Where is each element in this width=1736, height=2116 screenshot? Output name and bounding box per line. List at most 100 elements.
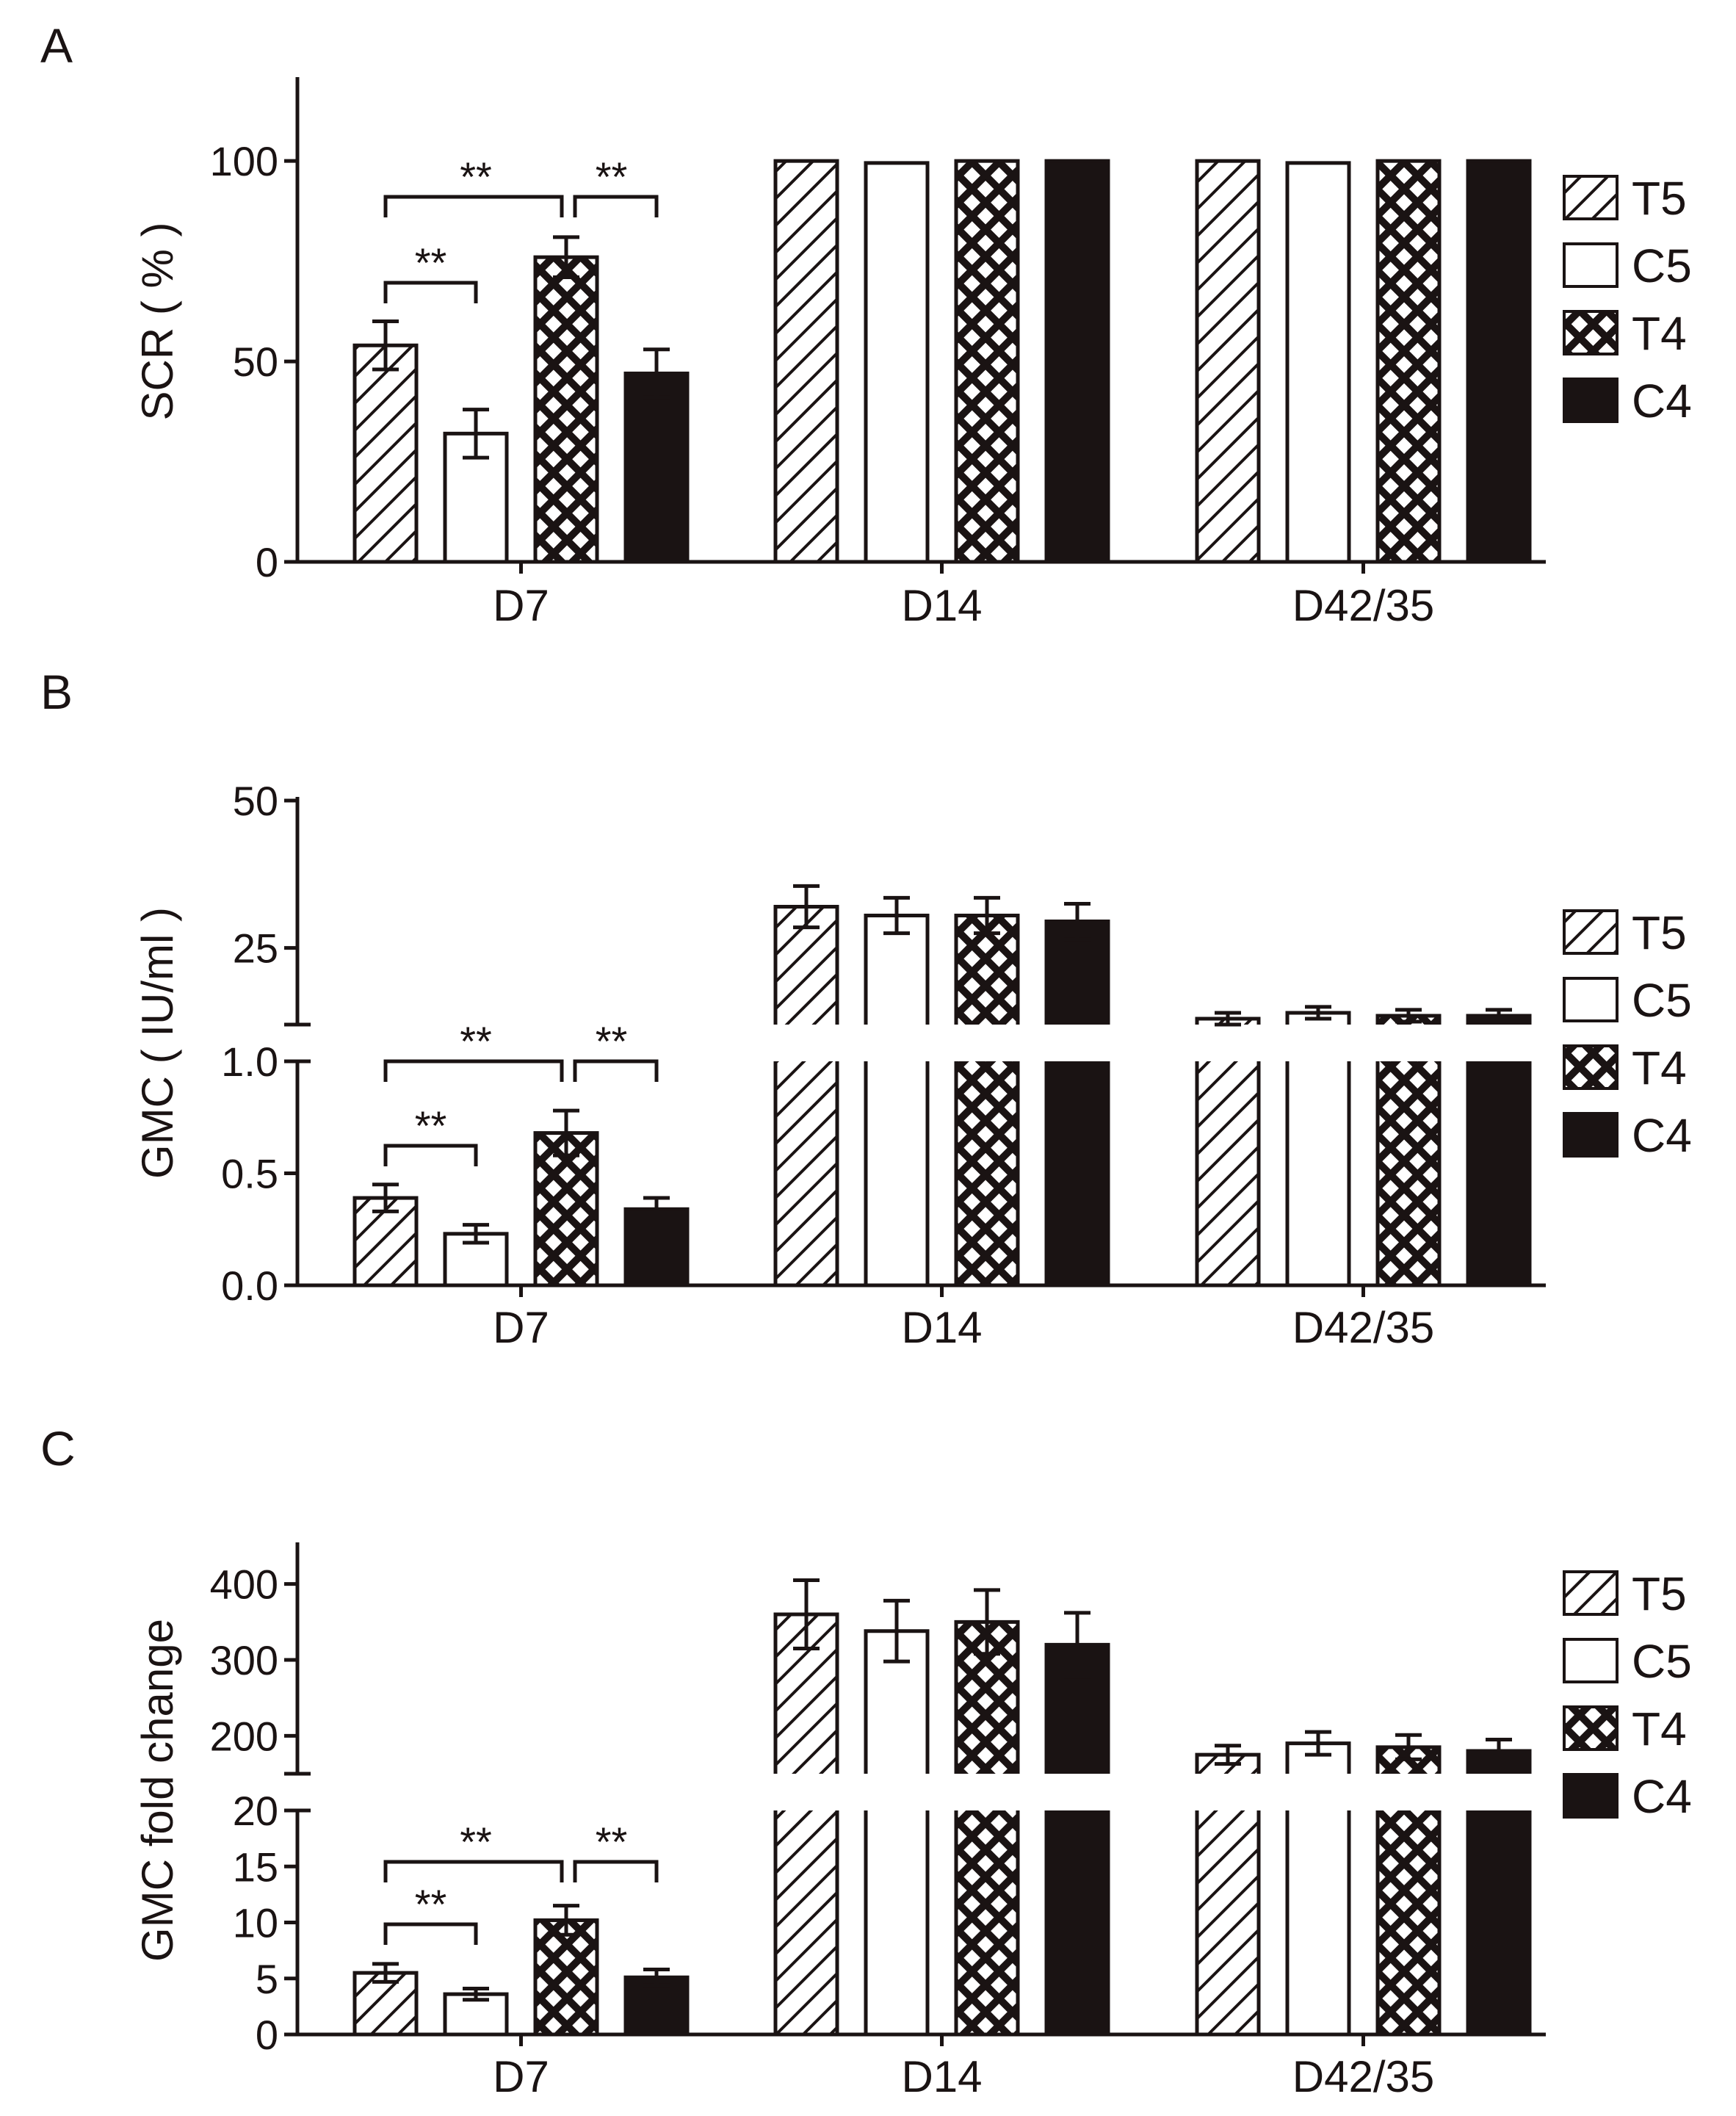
legend-label-c5: C5 [1632,974,1692,1027]
x-tick-label: D42/35 [1292,2052,1434,2101]
bar-t4-d42-35-lower [1375,1810,1442,2037]
x-tick-label: D14 [901,1303,982,1352]
error-bar [974,1588,1000,1656]
bar-t4-d7 [533,1131,599,1288]
bar-c4-d42-35 [1466,159,1532,564]
significance-bracket [573,1860,659,1882]
error-bar [553,1904,579,1937]
y-tick-label: 0.5 [221,1151,278,1197]
panel-c-letter: C [40,1421,76,1476]
y-axis-label: GMC ( IU/ml ) [133,907,182,1179]
error-bar [793,1578,820,1650]
error-bar [883,895,910,936]
legend-label-t5: T5 [1632,906,1687,959]
significance-label: ** [596,1018,628,1064]
error-bar [643,1968,670,1987]
y-tick-label: 1.0 [221,1039,278,1085]
panel-a-letter: A [40,18,73,73]
bar-c4-d14-lower [1044,1810,1110,2037]
legend-label-t4: T4 [1632,1041,1687,1094]
x-tick-label: D14 [901,581,982,630]
legend-swatch-c5 [1563,977,1619,1022]
y-tick-label: 15 [233,1844,278,1890]
legend-swatch-t4 [1563,1705,1619,1751]
panel-a-plot: 0 50 100 SCR ( % ) D7 D14 D42/35 ** ** ** T5 C5 T4 C4 [133,77,1692,630]
error-bar [372,319,399,372]
legend-swatch-t5 [1563,175,1619,220]
y-tick-label: 100 [210,138,278,184]
error-bar [553,235,579,279]
bar-c5-d14-lower [864,1810,930,2037]
legend-swatch-c5 [1563,242,1619,288]
y-tick-label: 50 [233,339,278,385]
bar-c4-d14-lower [1044,1061,1110,1288]
panel-c: C 0 5 10 15 20 200 300 400 GMC fold change D7 D14 D… [40,1421,1692,2101]
x-tick-label: D7 [493,1303,549,1352]
legend-label-t5: T5 [1632,1567,1687,1620]
legend-label-c4: C4 [1632,1770,1692,1823]
legend-swatch-t4 [1563,1044,1619,1090]
panel-b-letter: B [40,665,73,719]
significance-label: ** [415,1102,447,1149]
legend-label-c5: C5 [1632,1635,1692,1688]
y-tick-label: 0 [256,2012,278,2058]
y-tick-label: 300 [210,1637,278,1683]
y-tick-label: 5 [256,1956,278,2002]
legend-label-t4: T4 [1632,307,1687,360]
x-tick-label: D42/35 [1292,581,1434,630]
significance-bracket [383,1144,478,1166]
bar-t5-d14-lower [773,1810,839,2037]
bar-c4-d14 [1044,159,1110,564]
y-axis-label: GMC fold change [133,1619,182,1962]
bar-t5-d42-35-lower [1195,1061,1261,1288]
bar-c5-d14 [864,161,930,564]
error-bar [1486,1008,1512,1024]
bar-c5-d42-35-lower [1285,1810,1351,2037]
bar-t4-d42-35 [1375,159,1442,564]
error-bar [643,1196,670,1223]
bar-c5-d42-35-lower [1285,1061,1351,1288]
x-tick-label: D7 [493,2052,549,2101]
legend-label-t4: T4 [1632,1702,1687,1755]
legend-label-c5: C5 [1632,239,1692,292]
bar-c5-d42-35 [1285,161,1351,564]
bar-t5-d42-35 [1195,159,1261,564]
bar-t4-d7 [533,1918,599,2037]
significance-label: ** [460,154,492,200]
panel-c-plot: 0 5 10 15 20 200 300 400 GMC fold change D7 D14 D42… [133,1542,1692,2101]
bar-t5-d7 [352,343,419,564]
significance-bracket [573,1059,659,1082]
legend-swatch-t5 [1563,909,1619,955]
bar-t4-d14 [954,159,1020,564]
error-bar [1395,1733,1422,1761]
bar-t5-d7 [352,1196,419,1288]
error-bar [463,408,489,460]
y-tick-label: 0 [256,539,278,585]
bar-c4-d42-35-lower [1466,1061,1532,1288]
significance-bracket [383,195,564,217]
error-bar [1064,901,1091,942]
x-tick-label: D42/35 [1292,1303,1434,1352]
panel-b-plot: 0.0 0.5 1.0 25 50 GMC ( IU/ml ) D7 D14 D42/35 ** *… [133,778,1692,1352]
error-bar [643,347,670,400]
bar-t4-d14-lower [954,1061,1020,1288]
panel-b: B 0.0 0.5 1.0 25 50 GMC ( IU/ml ) D7 D14 D42/35 *… [40,665,1692,1352]
bar-c5-d14-lower [864,1061,930,1288]
significance-label: ** [460,1819,492,1865]
y-tick-label: 400 [210,1561,278,1608]
significance-label: ** [415,239,447,286]
error-bar [1215,1744,1241,1766]
y-tick-label: 25 [233,925,278,972]
legend-label-c4: C4 [1632,1109,1692,1162]
x-tick-label: D7 [493,581,549,630]
bar-c4-d7 [623,371,690,564]
y-tick-label: 200 [210,1713,278,1759]
x-tick-label: D14 [901,2052,982,2101]
legend-swatch-c4 [1563,1773,1619,1819]
error-bar [463,1223,489,1245]
bar-c4-d42-35-lower [1466,1810,1532,2037]
bar-t5-d14-lower [773,1061,839,1288]
legend-swatch-c5 [1563,1638,1619,1683]
y-tick-label: 20 [233,1788,278,1834]
